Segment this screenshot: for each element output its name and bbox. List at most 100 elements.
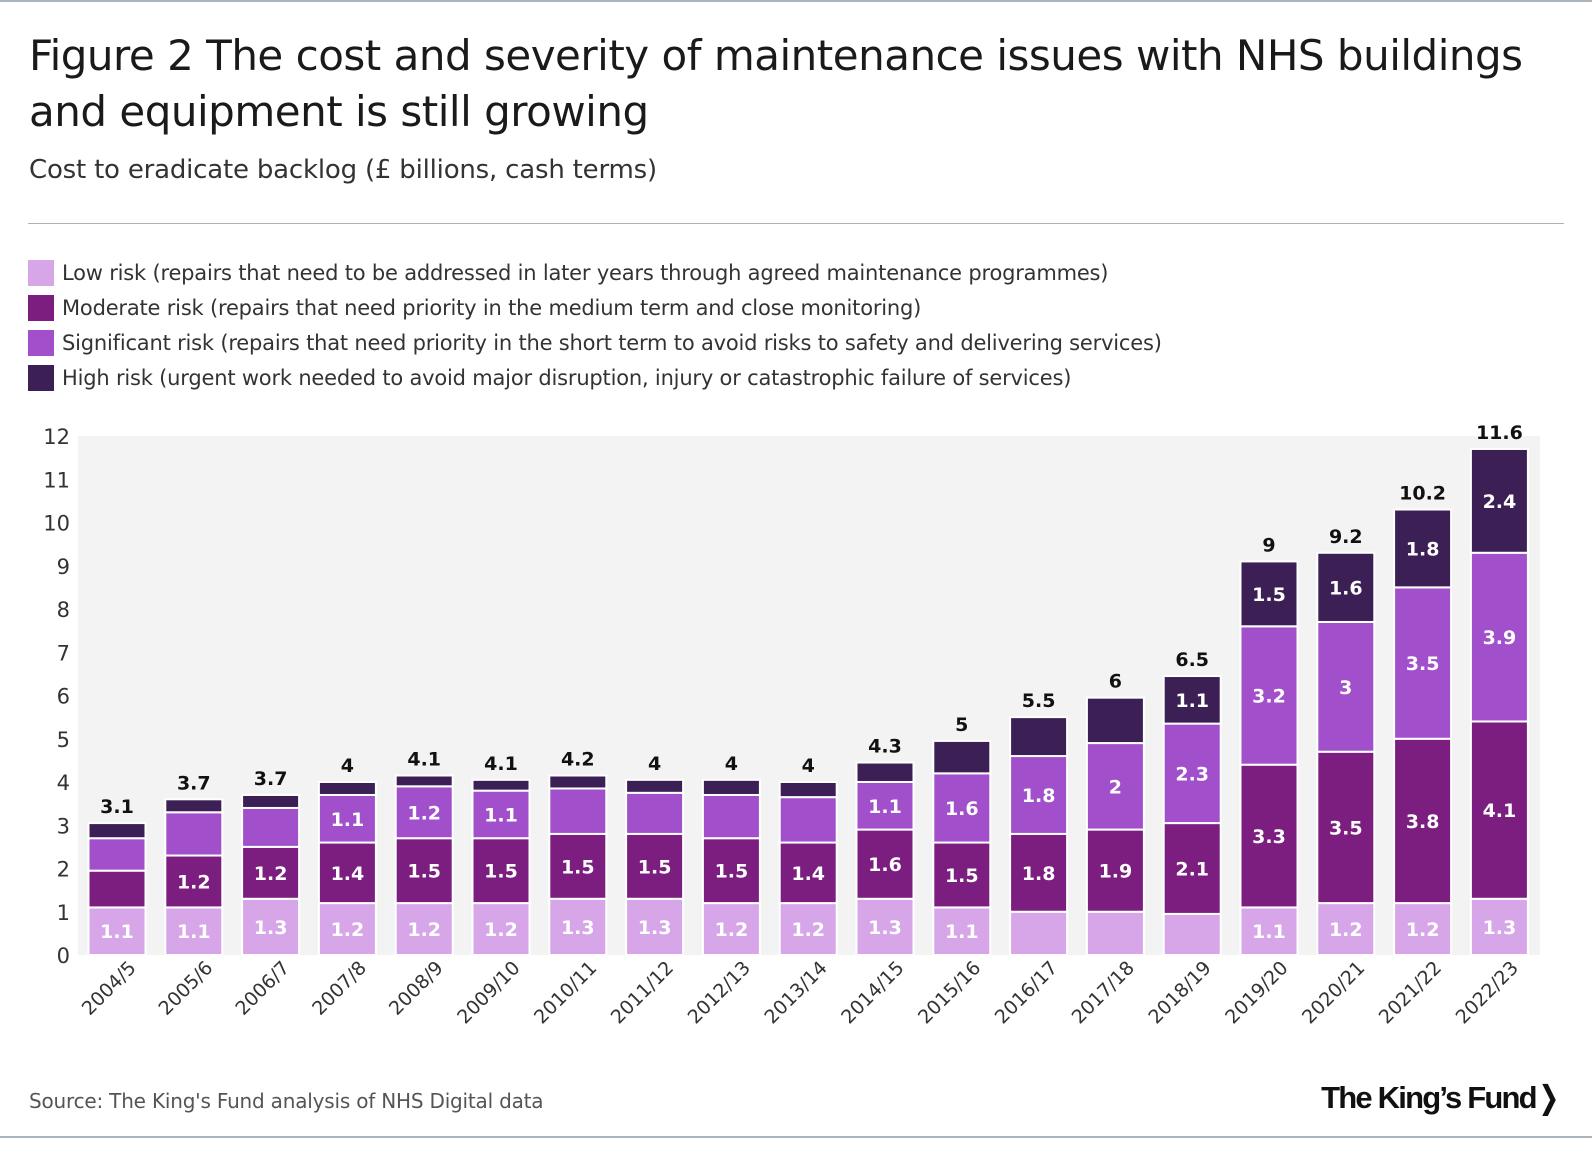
segment-label-low: 1.2 [1406,919,1440,941]
x-tick-label: 2016/17 [991,957,1062,1028]
bar-segment-low [548,897,608,956]
total-label: 3.7 [177,772,211,794]
bar-segment-moderate [855,828,915,900]
bar-segment-significant [1085,742,1145,831]
bar-segment-moderate [164,854,224,909]
total-label: 6.5 [1175,649,1209,671]
y-tick-label: 0 [57,944,70,968]
legend-label-low: Low risk (repairs that need to be addres… [62,260,1109,285]
bar-segment-moderate [471,837,531,905]
x-tick-label: 2009/10 [453,957,524,1028]
source-note: Source: The King's Fund analysis of NHS … [29,1089,544,1113]
segment-label-significant: 2 [1109,776,1122,798]
x-tick-label: 2008/9 [385,957,448,1020]
segment-label-low: 1.2 [407,919,441,941]
legend-label-moderate: Moderate risk (repairs that need priorit… [62,295,922,320]
y-tick-label: 5 [57,728,70,752]
total-label: 6 [1109,671,1122,693]
segment-label-high: 1.5 [1252,584,1286,606]
bar-segment-low [471,902,531,957]
bar-segment-high [1393,508,1453,589]
bar-segment-significant [241,806,301,848]
segment-label-moderate: 3.5 [1329,817,1363,839]
total-label: 10.2 [1399,483,1446,505]
x-tick-label: 2006/7 [231,957,294,1020]
x-tick-label: 2005/6 [155,957,218,1020]
bar-segment-significant [932,772,992,844]
y-tick-label: 4 [57,771,70,795]
segment-label-significant: 1.1 [331,809,365,831]
bar-segment-high [87,822,147,840]
segment-label-significant: 1.1 [868,796,902,818]
segment-label-low: 1.1 [100,921,134,943]
segment-label-high: 1.8 [1406,538,1440,560]
bar-segment-moderate [778,841,838,905]
bar-segment-low [701,902,761,957]
bar-segment-high [394,774,454,788]
bar-segment-high [855,761,915,784]
bar-segment-moderate [1085,828,1145,913]
total-label: 5 [955,714,968,736]
legend-label-high: High risk (urgent work needed to avoid m… [62,365,1072,390]
segment-label-moderate: 1.9 [1099,861,1133,883]
segment-label-low: 1.2 [1329,919,1363,941]
x-tick-label: 2014/15 [837,957,908,1028]
bar-segment-high [317,781,377,796]
x-tick-label: 2021/22 [1375,957,1446,1028]
segment-label-low: 1.3 [868,917,902,939]
segment-label-moderate: 1.5 [561,856,595,878]
total-label: 4 [802,755,815,777]
bar-segment-significant [1162,722,1222,825]
y-tick-label: 2 [57,858,70,882]
x-tick-label: 2018/19 [1144,957,1215,1028]
bar-segment-high [701,778,761,796]
segment-label-low: 1.3 [561,917,595,939]
segment-label-moderate: 1.5 [484,861,518,883]
bar-segment-high [1469,447,1529,554]
bar-segment-significant [164,811,224,857]
bar-segment-high [548,774,608,790]
bar-segment-moderate [701,837,761,905]
y-tick-label: 6 [57,685,70,709]
bar-segment-high [625,778,685,794]
bar-segment-high [241,793,301,809]
segment-label-high: 2.4 [1483,491,1517,513]
bar-segment-high [471,778,531,792]
y-tick-label: 12 [43,425,70,449]
segment-label-moderate: 4.1 [1483,800,1517,822]
bar-segment-low [1393,902,1453,957]
bar-segment-low [1469,897,1529,956]
bar-segment-low [1009,910,1069,956]
bar-segment-high [778,781,838,799]
segment-label-significant: 3.5 [1406,653,1440,675]
bar-segment-significant [317,793,377,844]
top-border [0,0,1592,2]
bar-segment-significant [1239,625,1299,766]
total-label: 9 [1262,534,1275,556]
bar-segment-low [1316,902,1376,957]
segment-label-high: 1.1 [1175,690,1209,712]
segment-label-moderate: 3.8 [1406,811,1440,833]
y-tick-label: 1 [57,901,70,925]
legend-item-significant: Significant risk (repairs that need prio… [28,325,1162,360]
bar-segment-significant [1469,551,1529,723]
segment-label-moderate: 2.1 [1175,859,1209,881]
bar-segment-significant [87,837,147,872]
x-tick-label: 2007/8 [308,957,371,1020]
chart-subtitle: Cost to eradicate backlog (£ billions, c… [29,155,657,185]
bar-segment-high [1009,716,1069,758]
total-label: 4 [725,753,738,775]
y-tick-label: 11 [43,468,70,492]
total-label: 4 [341,755,354,777]
segment-label-moderate: 1.6 [868,854,902,876]
segment-label-low: 1.3 [254,917,288,939]
bar-segment-moderate [625,832,685,900]
bar-segment-low [241,897,301,956]
legend-swatch-significant [28,329,54,356]
kings-fund-logo: The King’s Fund❭ [1321,1080,1562,1115]
segment-label-moderate: 1.4 [331,863,365,885]
bar-segment-significant [1393,586,1453,740]
segment-label-moderate: 1.5 [945,865,979,887]
bar-segment-moderate [317,841,377,905]
segment-label-low: 1.1 [177,921,211,943]
